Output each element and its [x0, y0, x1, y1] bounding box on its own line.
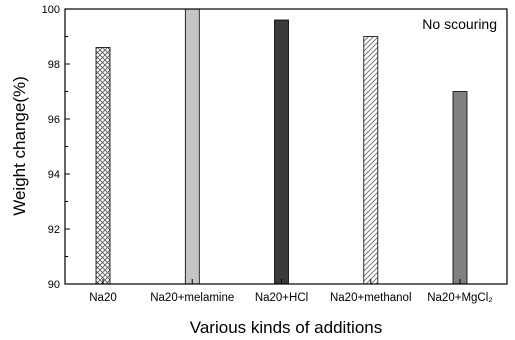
x-category-label: Na20+melamine	[150, 292, 234, 304]
x-category-label: Na20+HCl	[255, 292, 308, 304]
bar-2	[184, 8, 200, 285]
y-axis: 90 92 94 96 98 100	[42, 4, 70, 291]
y-tick-label: 90	[48, 279, 60, 291]
annotation-text: No scouring	[422, 16, 497, 32]
x-category-label: Na20+methanol	[330, 292, 412, 304]
y-tick-label: 94	[48, 169, 60, 181]
y-tick-label: 100	[42, 4, 60, 16]
bar-1	[95, 47, 111, 285]
y-tick-label: 92	[48, 224, 60, 236]
bar-4	[363, 36, 379, 285]
bars-layer	[95, 8, 468, 285]
bar-5	[452, 91, 468, 285]
x-category-label: Na20+MgCl₂	[427, 292, 493, 304]
bar-3	[274, 19, 289, 285]
y-axis-title: Weight change(%)	[10, 76, 29, 216]
x-axis: Na20 Na20+melamine Na20+HCl Na20+methanol Na…	[89, 279, 493, 304]
x-axis-title: Various kinds of additions	[190, 318, 382, 337]
y-tick-label: 98	[48, 59, 60, 71]
y-tick-label: 96	[48, 114, 60, 126]
x-category-label: Na20	[89, 292, 117, 304]
